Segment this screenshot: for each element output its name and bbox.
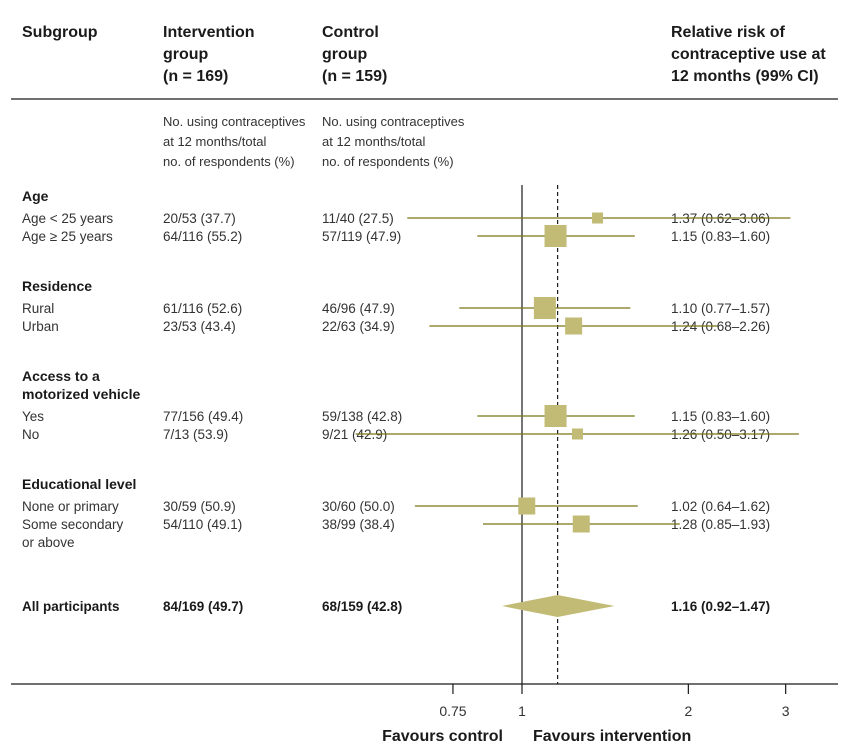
col-header-intervention-line1: Intervention: [163, 24, 255, 41]
col-header-control-line2: group: [322, 46, 368, 63]
row-label: No: [22, 427, 39, 442]
subheader-intervention-line3: no. of respondents (%): [163, 154, 295, 169]
row-label: or above: [22, 535, 75, 550]
row-label: Rural: [22, 301, 54, 316]
point-estimate-square: [544, 405, 567, 427]
intervention-value: 77/156 (49.4): [163, 409, 243, 424]
point-estimate-square: [572, 515, 590, 533]
group-label: Educational level: [22, 476, 136, 492]
intervention-value: 20/53 (37.7): [163, 211, 236, 226]
control-value: 9/21 (42.9): [322, 427, 387, 442]
group-label: Access to a: [22, 368, 100, 384]
overall-control-value: 68/159 (42.8): [322, 599, 402, 614]
row-label: Some secondary: [22, 517, 124, 532]
x-tick-label: 0.75: [439, 703, 466, 719]
subheader-intervention-line2: at 12 months/total: [163, 134, 266, 149]
control-value: 22/63 (34.9): [322, 319, 395, 334]
intervention-value: 30/59 (50.9): [163, 499, 236, 514]
col-header-control-line1: Control: [322, 24, 379, 41]
x-tick-label: 1: [518, 703, 526, 719]
x-tick-label: 2: [684, 703, 692, 719]
intervention-value: 61/116 (52.6): [163, 301, 242, 316]
overall-diamond: [501, 595, 615, 617]
col-header-rr-line3: 12 months (99% CI): [671, 68, 819, 85]
estimate-5: [355, 428, 799, 440]
point-estimate-square: [571, 428, 583, 440]
relative-risk-value: 1.15 (0.83–1.60): [671, 409, 770, 424]
intervention-value: 64/116 (55.2): [163, 229, 242, 244]
group-label: Age: [22, 188, 49, 204]
control-value: 57/119 (47.9): [322, 229, 401, 244]
intervention-value: 7/13 (53.9): [163, 427, 228, 442]
estimate-0: [407, 212, 791, 224]
subheader-control-line3: no. of respondents (%): [322, 154, 454, 169]
overall-label: All participants: [22, 599, 120, 614]
x-axis: 0.751234: [439, 684, 790, 719]
estimate-1: [477, 225, 635, 247]
table-rows: Age Age < 25 years 20/53 (37.7) 11/40 (27.5…: [22, 188, 770, 614]
estimate-4: [477, 405, 635, 427]
relative-risk-value: 1.10 (0.77–1.57): [671, 301, 770, 316]
control-value: 59/138 (42.8): [322, 409, 402, 424]
col-header-intervention-n: (n = 169): [163, 68, 228, 85]
relative-risk-value: 1.02 (0.64–1.62): [671, 499, 770, 514]
point-estimate-square: [518, 497, 536, 515]
estimate-3: [429, 317, 718, 335]
col-header-intervention-line2: group: [163, 46, 209, 63]
relative-risk-value: 1.24 (0.68–2.26): [671, 319, 770, 334]
subheader-control-line1: No. using contraceptives: [322, 114, 465, 129]
point-estimate-square: [533, 297, 556, 319]
col-header-subgroup: Subgroup: [22, 24, 98, 41]
intervention-value: 23/53 (43.4): [163, 319, 236, 334]
row-label: Age ≥ 25 years: [22, 229, 113, 244]
control-value: 30/60 (50.0): [322, 499, 395, 514]
overall-relative-risk-value: 1.16 (0.92–1.47): [671, 599, 770, 614]
subheader-control-line2: at 12 months/total: [322, 134, 425, 149]
plot-area: [355, 185, 799, 684]
overall-intervention-value: 84/169 (49.7): [163, 599, 243, 614]
row-label: Urban: [22, 319, 59, 334]
intervention-value: 54/110 (49.1): [163, 517, 242, 532]
estimate-7: [482, 515, 680, 533]
group-label: motorized vehicle: [22, 386, 140, 402]
subheader-intervention-line1: No. using contraceptives: [163, 114, 306, 129]
point-estimate-square: [565, 317, 583, 335]
row-label: None or primary: [22, 499, 119, 514]
relative-risk-value: 1.15 (0.83–1.60): [671, 229, 770, 244]
col-header-rr-line2: contraceptive use at: [671, 46, 826, 63]
control-value: 38/99 (38.4): [322, 517, 395, 532]
col-header-control-n: (n = 159): [322, 68, 387, 85]
row-label: Age < 25 years: [22, 211, 113, 226]
favours-intervention-label: Favours intervention: [533, 728, 691, 745]
estimate-2: [459, 297, 631, 319]
control-value: 46/96 (47.9): [322, 301, 395, 316]
point-estimate-square: [592, 212, 604, 224]
estimate-6: [414, 497, 638, 515]
relative-risk-value: 1.28 (0.85–1.93): [671, 517, 770, 532]
row-label: Yes: [22, 409, 44, 424]
favours-control-label: Favours control: [382, 728, 503, 745]
control-value: 11/40 (27.5): [322, 211, 394, 226]
col-header-rr-line1: Relative risk of: [671, 24, 786, 41]
group-label: Residence: [22, 278, 92, 294]
point-estimate-square: [544, 225, 567, 247]
x-tick-label: 3: [782, 703, 790, 719]
